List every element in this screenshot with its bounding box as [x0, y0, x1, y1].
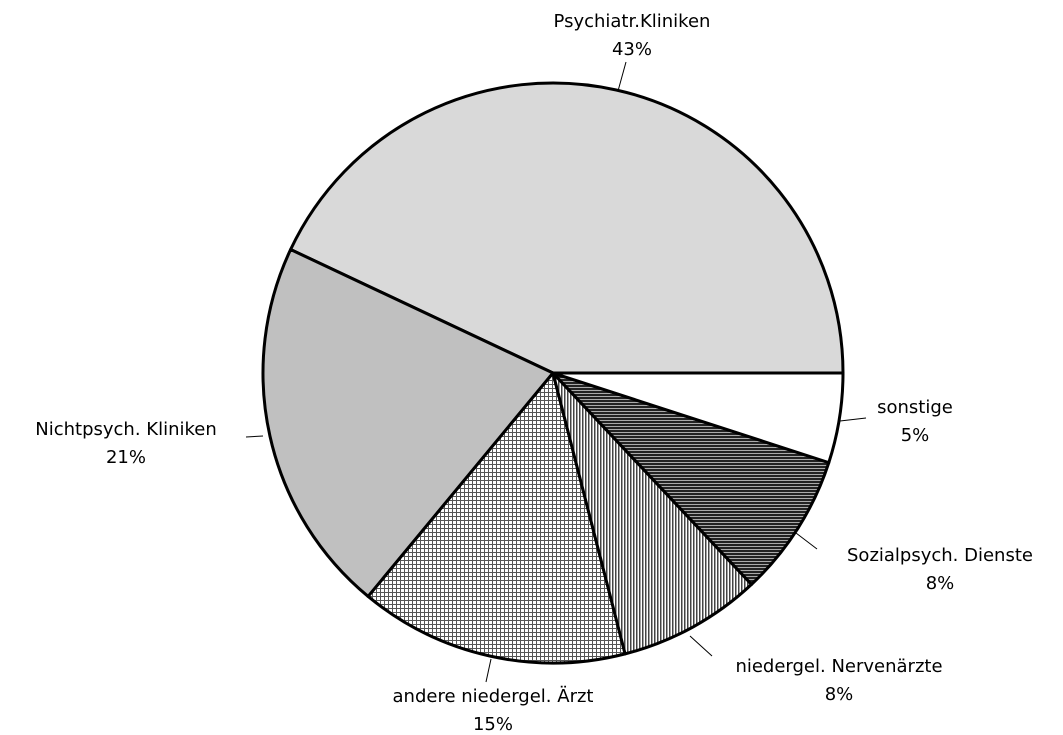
slice-value-label: 21%	[106, 447, 146, 468]
pie-slice	[551, 371, 845, 465]
pie-slice	[261, 248, 555, 598]
leader-line	[245, 435, 264, 438]
slice-label: andere niedergel. Ärzt	[393, 686, 594, 707]
slice-label: Nichtpsych. Kliniken	[35, 419, 217, 440]
pie-slice	[551, 371, 831, 586]
slice-label: niedergel. Nervenärzte	[735, 656, 942, 677]
slice-label: Sozialpsych. Dienste	[847, 545, 1033, 566]
slice-value-label: 5%	[901, 425, 930, 446]
leader-line	[839, 417, 867, 422]
leader-line	[617, 61, 627, 92]
leader-line	[689, 635, 713, 657]
pie-slice	[366, 371, 627, 665]
pie-slice	[289, 81, 845, 375]
leader-line	[795, 532, 818, 550]
slice-value-label: 43%	[612, 39, 652, 60]
slice-value-label: 15%	[473, 714, 513, 735]
leader-line	[485, 658, 492, 683]
slice-value-label: 8%	[926, 573, 955, 594]
pie-slice	[551, 371, 754, 656]
slice-label: Psychiatr.Kliniken	[554, 11, 711, 32]
slice-value-label: 8%	[825, 684, 854, 705]
slice-label: sonstige	[877, 397, 953, 418]
